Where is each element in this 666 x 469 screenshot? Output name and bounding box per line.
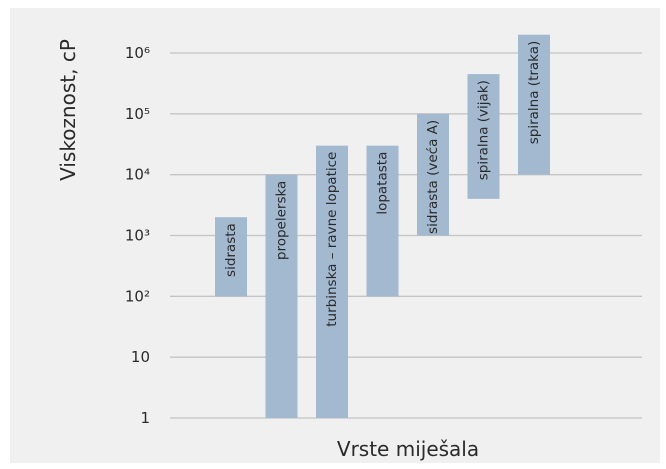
y-tick-label-0: 1: [140, 409, 150, 427]
bar-7: [518, 34, 550, 175]
y-tick-label-4: 10⁴: [125, 166, 150, 184]
y-tick-labels: 1 10 10² 10³ 10⁴ 10⁵ 10⁶: [125, 44, 150, 427]
bar-3: [316, 145, 348, 418]
bar-label-7: spiralna (traka): [526, 41, 542, 145]
bar-4: [366, 145, 399, 297]
bar-label-3: turbinska – ravne lopatice: [324, 152, 340, 327]
bar-label-2: propelerska: [274, 181, 290, 260]
x-axis-label: Vrste miješala: [337, 437, 479, 461]
y-axis-label: Viskoznost, cP: [56, 39, 80, 181]
bar-label-5: sidrasta (veća A): [425, 120, 441, 234]
bar-label-6: spiralna (vijak): [476, 80, 492, 180]
bar-5: [417, 113, 449, 236]
y-tick-label-3: 10³: [125, 227, 150, 245]
bar-6: [467, 74, 500, 199]
bar-1: [215, 217, 247, 297]
y-tick-label-6: 10⁶: [125, 44, 150, 62]
bar-label-1: sidrasta: [223, 223, 239, 277]
bars: sidrasta propelerska turbinska – ravne lop…: [215, 34, 550, 418]
grid-lines: [170, 52, 642, 419]
y-tick-label-2: 10²: [125, 287, 150, 305]
y-tick-label-1: 10: [131, 348, 150, 366]
bar-label-4: lopatasta: [375, 152, 391, 215]
bar-2: [265, 174, 298, 418]
y-tick-label-5: 10⁵: [125, 105, 150, 123]
